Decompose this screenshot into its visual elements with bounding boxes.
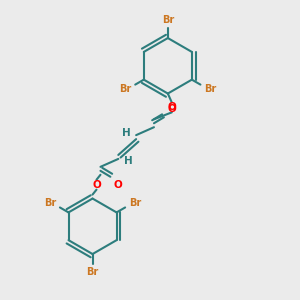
Text: Br: Br [44,199,56,208]
Text: Br: Br [86,267,99,277]
Text: O: O [167,104,176,114]
Text: Br: Br [204,84,217,94]
Text: O: O [167,102,176,112]
Text: Br: Br [162,15,174,25]
Text: O: O [114,180,123,190]
Text: Br: Br [119,84,131,94]
Text: Br: Br [129,199,141,208]
Text: H: H [122,128,130,138]
Text: O: O [92,180,101,190]
Text: H: H [124,156,133,166]
